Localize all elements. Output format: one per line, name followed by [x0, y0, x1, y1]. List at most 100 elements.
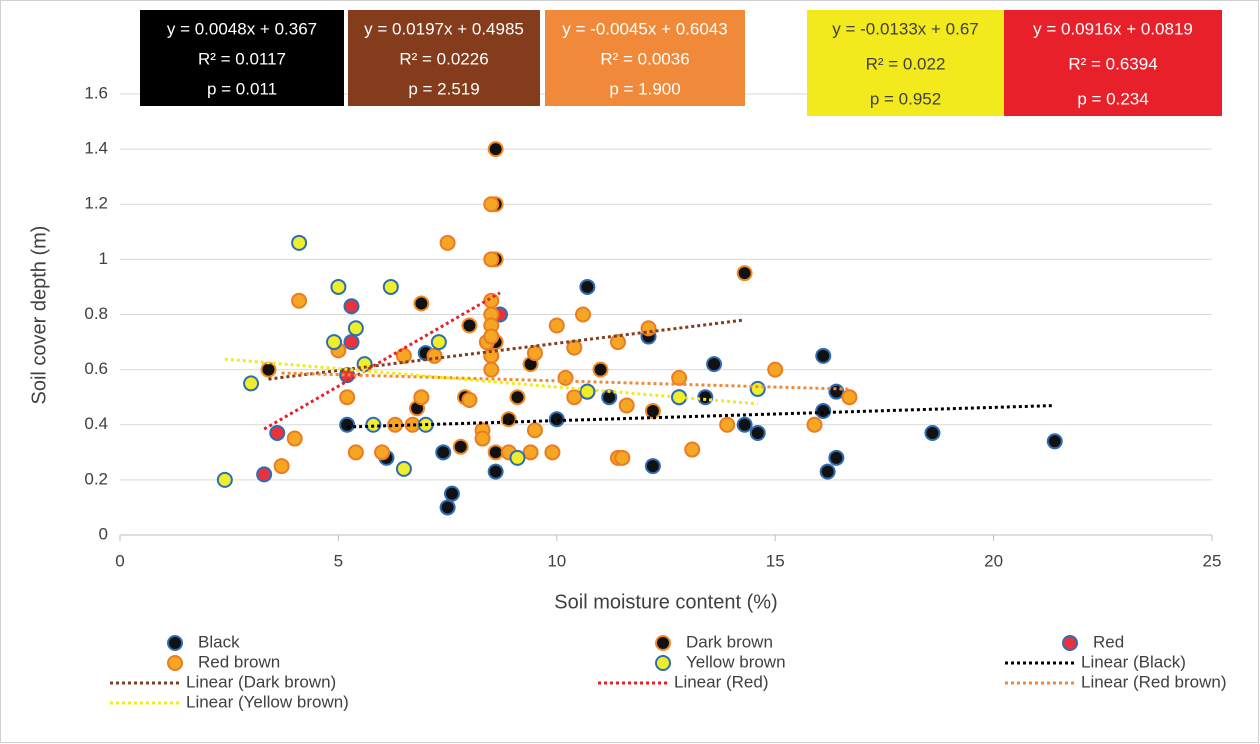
scatter-point [579, 278, 596, 295]
y-tick-label: 1.6 [84, 83, 108, 102]
scatter-point [509, 389, 526, 406]
scatter-point [435, 444, 452, 461]
legend-label: Linear (Yellow brown) [186, 692, 349, 711]
scatter-point [1046, 433, 1063, 450]
scatter-point [526, 422, 543, 439]
scatter-point [815, 347, 832, 364]
equation-box [348, 10, 540, 106]
scatter-point [566, 339, 583, 356]
scatter-point [487, 141, 504, 158]
scatter-point [548, 317, 565, 334]
equation-text: y = 0.0048x + 0.367 [167, 19, 317, 38]
scatter-point [330, 278, 347, 295]
legend-marker [655, 635, 671, 651]
x-tick-label: 15 [766, 551, 785, 570]
equation-text: p = 0.234 [1077, 89, 1148, 108]
scatter-point [736, 416, 753, 433]
equation-text: y = -0.0045x + 0.6043 [562, 19, 727, 38]
y-tick-label: 0.8 [84, 304, 108, 323]
scatter-point [697, 389, 714, 406]
legend-label: Black [198, 632, 240, 651]
scatter-point [592, 361, 609, 378]
equation-text: p = 0.011 [207, 79, 277, 98]
legend-marker [167, 635, 183, 651]
scatter-point [382, 278, 399, 295]
scatter-point [579, 383, 596, 400]
scatter-point [395, 460, 412, 477]
y-tick-label: 1 [99, 249, 108, 268]
legend-marker [1062, 635, 1078, 651]
trendline [224, 357, 758, 406]
scatter-point [841, 389, 858, 406]
scatter-point [815, 402, 832, 419]
scatter-point [439, 499, 456, 516]
scatter-point [413, 389, 430, 406]
scatter-point [487, 444, 504, 461]
scatter-point [828, 383, 845, 400]
equation-box [807, 10, 1004, 116]
x-tick-label: 0 [115, 551, 124, 570]
x-tick-label: 10 [547, 551, 566, 570]
equation-text: y = -0.0133x + 0.67 [832, 19, 979, 38]
legend-label: Dark brown [686, 632, 773, 651]
scatter-point [618, 397, 635, 414]
x-tick-label: 20 [984, 551, 1003, 570]
scatter-point [374, 444, 391, 461]
equation-text: p = 0.952 [870, 89, 941, 108]
scatter-point [286, 430, 303, 447]
scatter-point [548, 411, 565, 428]
scatter-point [343, 298, 360, 315]
scatter-point [828, 449, 845, 466]
scatter-point [260, 361, 277, 378]
scatter-point [347, 320, 364, 337]
scatter-point [749, 380, 766, 397]
scatter-point [339, 389, 356, 406]
scatter-point [483, 196, 500, 213]
scatter-point [736, 265, 753, 282]
scatter-point [452, 438, 469, 455]
scatter-point [291, 234, 308, 251]
scatter-point [291, 292, 308, 309]
x-tick-label: 5 [334, 551, 343, 570]
equation-text: R² = 0.0036 [600, 49, 689, 68]
legend-label: Red brown [198, 652, 280, 671]
scatter-point [575, 306, 592, 323]
equation-box [545, 10, 745, 106]
scatter-point [684, 441, 701, 458]
scatter-point [273, 458, 290, 475]
legend-marker [167, 655, 183, 671]
equation-text: R² = 0.0117 [198, 49, 286, 68]
scatter-point [347, 444, 364, 461]
y-tick-label: 1.2 [84, 194, 108, 213]
scatter-point [483, 292, 500, 309]
scatter-point [216, 471, 233, 488]
scatter-point [439, 234, 456, 251]
scatter-point [614, 449, 631, 466]
scatter-point [526, 345, 543, 362]
legend-marker [655, 655, 671, 671]
equation-text: y = 0.0197x + 0.4985 [364, 19, 524, 38]
scatter-point [483, 361, 500, 378]
scatter-point [474, 430, 491, 447]
y-tick-label: 0.6 [84, 359, 108, 378]
scatter-point [544, 444, 561, 461]
x-axis-title: Soil moisture content (%) [554, 591, 777, 613]
scatter-point [430, 334, 447, 351]
trendline [347, 404, 1055, 429]
scatter-point [566, 389, 583, 406]
scatter-point [483, 328, 500, 345]
scatter-point [483, 251, 500, 268]
scatter-point [487, 463, 504, 480]
scatter-point [461, 391, 478, 408]
scatter-point [269, 425, 286, 442]
scatter-point [767, 361, 784, 378]
legend-label: Red [1093, 632, 1124, 651]
scatter-point [339, 416, 356, 433]
scatter-point [522, 444, 539, 461]
scatter-point [644, 402, 661, 419]
equation-text: R² = 0.6394 [1068, 54, 1157, 73]
scatter-point [924, 425, 941, 442]
scatter-point [819, 463, 836, 480]
